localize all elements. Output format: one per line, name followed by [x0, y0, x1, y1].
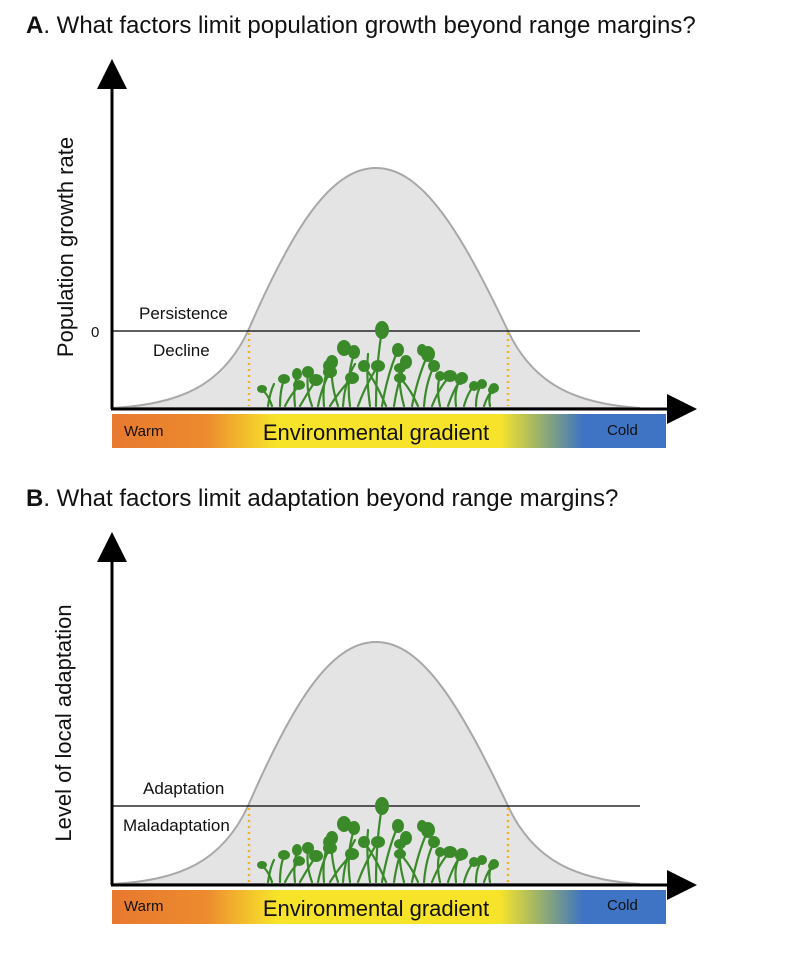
panel-a-letter: A — [26, 12, 44, 39]
panel-b: Level of local adaptation Adaptation Mal… — [51, 532, 697, 924]
panel-b-adaptation-curve — [112, 640, 641, 885]
panel-b-letter: B — [26, 485, 44, 512]
panel-b-question: . What factors limit adaptation beyond r… — [43, 485, 619, 512]
panel-a-question: . What factors limit population growth b… — [43, 12, 696, 39]
panel-a-persistence-label: Persistence — [139, 304, 228, 323]
panel-b-gradient-label: Environmental gradient — [263, 896, 489, 921]
panel-a: Population growth rate 0 Persistence Dec… — [53, 59, 697, 448]
panel-a-gradient-label: Environmental gradient — [263, 420, 489, 445]
panel-b-title: B. What factors limit adaptation beyond … — [26, 485, 618, 513]
panel-a-cold-label: Cold — [607, 422, 638, 439]
panel-b-cold-label: Cold — [607, 897, 638, 914]
panel-b-adaptation-label: Adaptation — [143, 779, 224, 798]
panel-a-zero-label: 0 — [91, 324, 99, 341]
panel-b-maladaptation-label: Maladaptation — [123, 816, 230, 835]
panel-a-y-axis-label: Population growth rate — [53, 137, 78, 357]
panel-a-title: A. What factors limit population growth … — [26, 12, 696, 40]
panel-a-decline-label: Decline — [153, 341, 210, 360]
panel-a-warm-label: Warm — [124, 423, 163, 440]
panel-a-growth-curve — [112, 166, 641, 409]
panel-a-gradient-bar — [112, 414, 666, 448]
panel-b-gradient-bar — [112, 890, 666, 924]
panel-b-warm-label: Warm — [124, 898, 163, 915]
panel-b-y-axis-label: Level of local adaptation — [51, 604, 76, 841]
